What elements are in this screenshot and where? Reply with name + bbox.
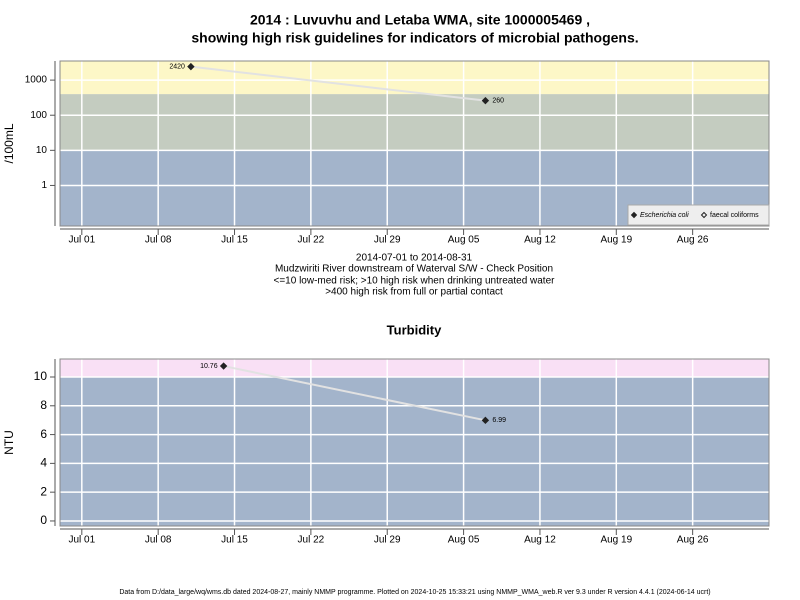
footer: Data from D:/data_large/wq/wms.db dated … (119, 589, 710, 596)
y-tick-label: 1 (41, 180, 47, 191)
y-tick-label: 2 (40, 484, 47, 498)
x-tick-label: Jul 01 (68, 535, 95, 546)
plot-frame (59, 60, 770, 227)
x-tick-label: Aug 12 (524, 235, 556, 246)
y-tick-label: 0 (40, 513, 47, 527)
risk-band (60, 359, 769, 377)
x-tick-label: Jul 15 (221, 235, 248, 246)
chart-title: showing high risk guidelines for indicat… (191, 30, 638, 46)
y-tick-label: 10 (36, 145, 48, 156)
x-tick-label: Jul 15 (221, 535, 248, 546)
data-label: 260 (492, 97, 504, 104)
y-tick-label: 100 (30, 110, 47, 121)
x-tick-label: Jul 08 (145, 235, 172, 246)
x-tick-label: Aug 05 (448, 535, 480, 546)
x-tick-label: Jul 29 (374, 235, 401, 246)
x-tick-label: Aug 26 (677, 235, 709, 246)
data-label: 6.99 (492, 417, 506, 424)
x-tick-label: Jul 22 (298, 535, 325, 546)
data-label: 10.76 (200, 363, 218, 370)
risk-band (60, 376, 769, 526)
chart-title: 2014 : Luvuvhu and Letaba WMA, site 1000… (250, 12, 590, 28)
x-tick-label: Aug 05 (448, 235, 480, 246)
plot-frame (59, 358, 770, 527)
data-point (187, 62, 195, 71)
data-point (481, 416, 490, 425)
note: <=10 low-med risk; >10 high risk when dr… (274, 276, 556, 287)
y-tick-label: 10 (34, 369, 48, 383)
y-tick-label: 8 (40, 398, 47, 412)
y-axis-label: NTU (2, 430, 16, 455)
y-axis-label: /100mL (2, 123, 16, 163)
data-label: 2420 (169, 63, 185, 70)
series-line (190, 65, 486, 102)
legend-marker (630, 211, 638, 219)
legend-marker (700, 211, 708, 219)
y-tick-label: 6 (40, 427, 47, 441)
series-line (223, 365, 486, 422)
note: Mudzwiriti River downstream of Waterval … (275, 264, 553, 275)
x-tick-label: Jul 22 (298, 235, 325, 246)
y-tick-label: 4 (40, 456, 47, 470)
data-point (219, 362, 228, 370)
x-tick-label: Jul 08 (145, 535, 172, 546)
legend-label: Escherichia coli (640, 212, 689, 219)
x-tick-label: Aug 19 (600, 535, 632, 546)
x-tick-label: Aug 19 (600, 235, 632, 246)
x-tick-label: Jul 01 (68, 235, 95, 246)
x-tick-label: Aug 26 (677, 535, 709, 546)
panel-title: Turbidity (387, 322, 442, 337)
risk-band (60, 61, 769, 95)
note: >400 high risk from full or partial cont… (325, 287, 503, 298)
x-tick-label: Jul 29 (374, 535, 401, 546)
note: 2014-07-01 to 2014-08-31 (356, 253, 473, 264)
data-point (481, 96, 490, 105)
y-tick-label: 1000 (25, 75, 48, 86)
x-tick-label: Aug 12 (524, 535, 556, 546)
legend-box (627, 204, 770, 226)
legend-label: faecal coliforms (710, 212, 759, 219)
risk-band (60, 94, 769, 151)
